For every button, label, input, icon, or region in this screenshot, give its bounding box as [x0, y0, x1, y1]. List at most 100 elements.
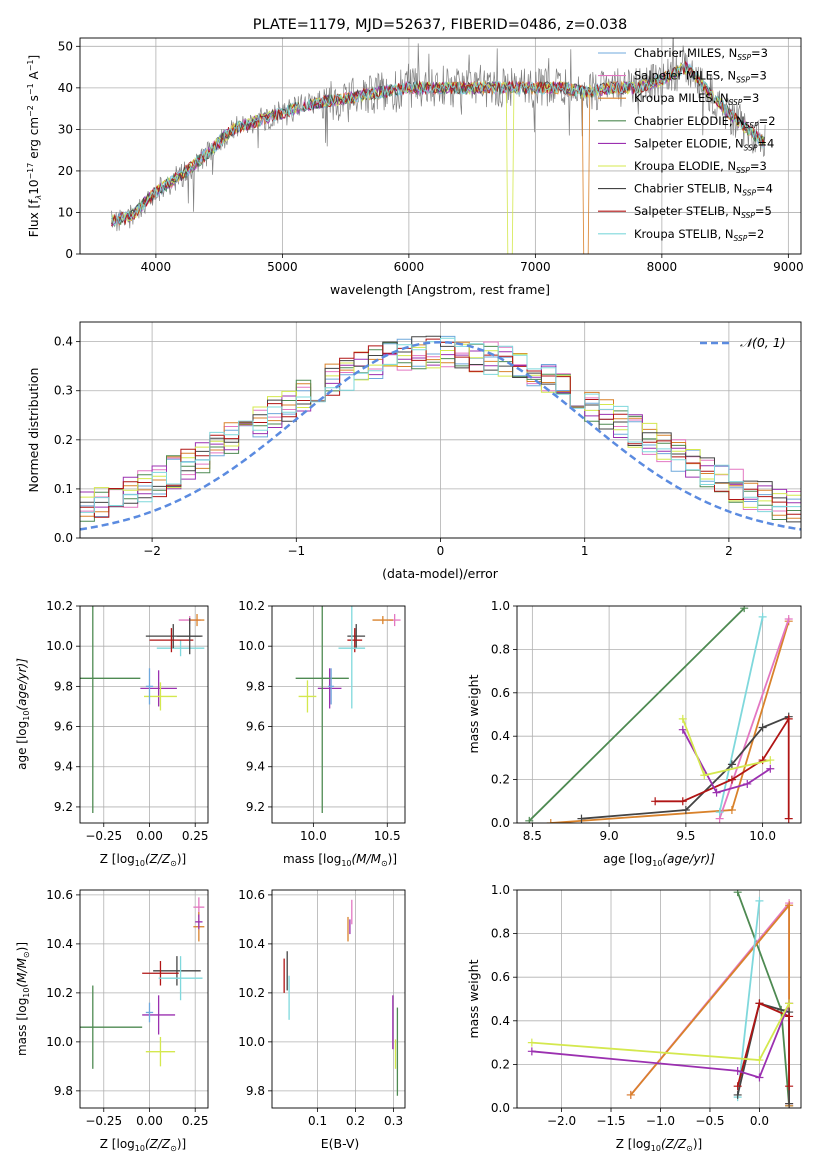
- y-tick-label: 9.8: [246, 679, 265, 693]
- y-tick-label: 0.8: [491, 642, 510, 656]
- x-tick-label: −1: [287, 544, 305, 558]
- ticks: −2 −1 0 1 2 0.0 0.1 0.2 0.3 0.4: [54, 335, 733, 558]
- x-axis-label-part: Z [log: [616, 1137, 651, 1151]
- weight-line-salpeter_stelib: [655, 715, 790, 819]
- weight-line-salpeter_stelib: [736, 1002, 790, 1087]
- y-label-part: 10: [27, 180, 41, 195]
- grid: [80, 605, 208, 823]
- legend-label: Salpeter ELODIE, NSSP=4: [634, 136, 774, 152]
- weight-marker: [766, 764, 775, 773]
- y-tick-label: 10.4: [238, 937, 265, 951]
- weight-marker: [546, 819, 555, 823]
- legend-label-sub: SSP: [729, 98, 743, 107]
- plot-area: [525, 606, 793, 823]
- x-axis-label-sub: 10: [341, 859, 351, 868]
- grid: [272, 605, 405, 823]
- y-tick-label: 0.8: [491, 927, 510, 941]
- y-label-part: A: [27, 70, 41, 83]
- y-tick-label: 40: [58, 81, 73, 95]
- weight-line-salpeter_elodie: [531, 1003, 790, 1079]
- y-tick-label: 0.0: [54, 531, 73, 545]
- y-tick-label: 9.8: [54, 679, 73, 693]
- weight-line-salpeter_miles: [718, 618, 790, 819]
- legend-label-part: =3: [742, 91, 759, 105]
- y-tick-label: 0.2: [54, 433, 73, 447]
- y-tick-label: 0.0: [491, 816, 510, 830]
- y-label-sub: λ: [34, 195, 43, 201]
- normal-curve: [80, 340, 801, 531]
- legend-label-part: Salpeter ELODIE, N: [634, 136, 744, 150]
- x-axis-label-part: (Z/Z: [661, 1137, 687, 1151]
- axes-frame: [79, 889, 209, 1109]
- grid: [272, 890, 405, 1108]
- weight-marker: [743, 779, 752, 788]
- x-tick-label: 0.2: [346, 1114, 365, 1128]
- x-tick-label: 6000: [394, 260, 425, 274]
- legend-label-part: Chabrier ELODIE, N: [634, 114, 745, 128]
- x-axis-label: Z [log10(Z/Z⊙)]: [616, 1137, 702, 1153]
- weight-marker: [727, 805, 736, 814]
- x-tick-label: 10.5: [374, 829, 401, 843]
- x-axis-label-part: )]: [388, 852, 397, 866]
- weight-marker: [626, 1090, 635, 1099]
- weight-marker: [733, 1090, 742, 1099]
- weight-marker: [525, 816, 534, 823]
- weight-marker: [785, 901, 794, 910]
- x-axis-label-part: )]: [693, 1137, 702, 1151]
- y-label-sup: −1: [26, 83, 35, 95]
- weight-marker: [678, 714, 687, 723]
- x-tick-label: 9000: [773, 260, 804, 274]
- weight-marker: [678, 797, 687, 806]
- plot-area: [295, 606, 401, 813]
- weight-marker: [755, 896, 764, 905]
- weight-line-kroupa_stelib: [718, 616, 764, 813]
- x-axis-label: Z [log10(Z/Z⊙)]: [100, 852, 186, 868]
- x-tick-label: 5000: [267, 260, 298, 274]
- x-tick-label: 4000: [141, 260, 172, 274]
- y-label-sup: −2: [26, 105, 35, 117]
- y-tick-label: 10.4: [46, 937, 73, 951]
- y-axis-label: mass [log10(M/M⊙)]: [15, 942, 31, 1056]
- weight-marker: [681, 805, 690, 814]
- x-axis-label-sun: ⊙: [170, 1144, 177, 1153]
- y-tick-label: 10.2: [46, 986, 73, 1000]
- x-axis-label-sub: 10: [652, 859, 662, 868]
- y-tick-label: 0.4: [491, 729, 510, 743]
- y-tick-label: 10.2: [46, 599, 73, 613]
- legend-label-part: =4: [757, 136, 774, 150]
- legend-label: Kroupa STELIB, NSSP=2: [634, 227, 764, 243]
- data-point: [142, 995, 176, 1035]
- weight-marker: [785, 1099, 794, 1108]
- legend-label: Salpeter MILES, NSSP=3: [634, 69, 767, 85]
- x-tick-label: −0.5: [695, 1114, 724, 1128]
- data-point: [145, 668, 154, 705]
- weight-marker: [700, 771, 709, 780]
- x-axis-label: E(B-V): [321, 1136, 360, 1151]
- ticks: −0.25 0.00 0.25 9.2 9.4 9.6 9.8 10.0 10.2: [46, 599, 208, 843]
- weight-marker: [755, 1056, 764, 1065]
- x-tick-label: 0: [437, 544, 445, 558]
- weight-marker: [784, 714, 793, 723]
- legend-label-part: Kroupa ELODIE, N: [634, 159, 736, 173]
- data-point: [189, 614, 205, 627]
- y-axis-label-sub: 10: [22, 711, 31, 721]
- weight-marker: [727, 775, 736, 784]
- y-tick-label: 20: [58, 164, 73, 178]
- weight-marker: [758, 723, 767, 732]
- y-tick-label: 0.1: [54, 482, 73, 496]
- x-axis-label: mass [log10(M/M⊙)]: [283, 852, 397, 868]
- weight-line-chabrier_elodie: [528, 607, 745, 822]
- y-tick-label: 30: [58, 122, 73, 136]
- data-point: [140, 670, 177, 707]
- y-axis-label-sub: 10: [22, 987, 31, 997]
- axes-frame: [79, 321, 802, 539]
- weight-marker: [755, 999, 764, 1008]
- data-point: [149, 628, 194, 653]
- y-tick-label: 1.0: [491, 599, 510, 613]
- x-tick-label: 8000: [647, 260, 678, 274]
- data-point: [195, 914, 203, 930]
- legend-label-sub: SSP: [745, 121, 759, 130]
- y-tick-label: 10.6: [46, 888, 73, 902]
